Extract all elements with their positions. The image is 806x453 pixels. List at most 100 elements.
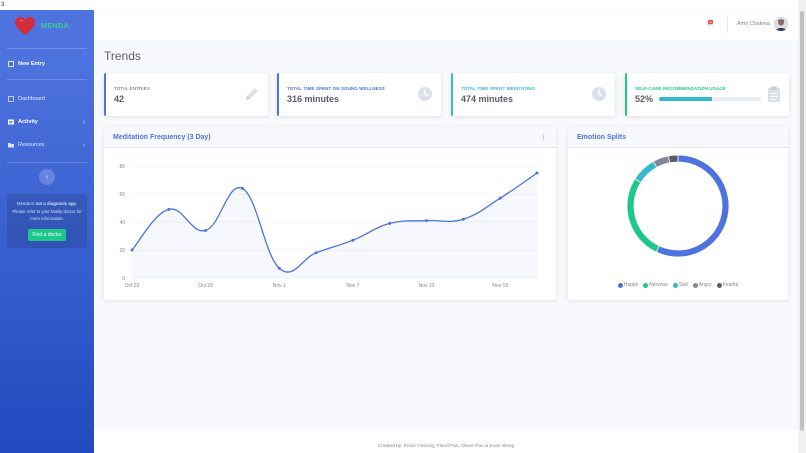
y-tick-label: 40	[119, 220, 125, 226]
stat-card-total-entries: Total Entries 42	[104, 73, 268, 116]
data-point[interactable]	[277, 266, 281, 270]
sidebar-item-label: Resources	[18, 142, 45, 148]
chevron-right-icon: ›	[82, 141, 85, 149]
legend-swatch	[716, 282, 722, 288]
legend-item-fearful[interactable]: Fearful	[716, 282, 739, 288]
data-point[interactable]	[498, 196, 502, 200]
new-entry-link[interactable]: New Entry	[0, 53, 94, 75]
stat-card-accent	[104, 73, 106, 116]
panel-title: Emotion Splits	[577, 133, 626, 141]
stat-label: Self-Care Recommendation Usage	[635, 86, 726, 91]
legend-label: Fearful	[722, 282, 739, 288]
meditation-line-chart: 0 20 40 60 80 Oct 20 Oct 26 Nov 1 Nov 7 Nov 13 Nov…	[119, 164, 539, 289]
legend-item-sad[interactable]: Sad	[672, 282, 688, 288]
user-name[interactable]: Amit Chakma	[737, 21, 771, 27]
sidebar-toggle-button[interactable]: ‹	[39, 169, 55, 185]
notice-text-part: Menda is	[16, 201, 36, 206]
y-tick-label: 80	[119, 164, 125, 170]
clock-icon	[418, 87, 432, 101]
data-point[interactable]	[167, 207, 171, 211]
legend-label: Sad	[678, 282, 688, 288]
emotion-doughnut-chart	[626, 154, 730, 258]
new-entry-label: New Entry	[18, 61, 45, 67]
x-tick-label: Oct 26	[198, 283, 213, 289]
pencil-icon	[246, 88, 258, 100]
x-tick-label: Nov 19	[492, 283, 508, 289]
page-title: Trends	[104, 49, 141, 63]
slice-nervous[interactable]	[626, 178, 660, 253]
legend-swatch	[643, 282, 649, 288]
stat-label: Total Time Spent on Sound Wellness	[287, 86, 385, 91]
panel-header: Meditation Frequency (3 Day) ⋮	[104, 127, 556, 148]
chevron-right-icon: ›	[82, 118, 85, 126]
sidebar-item-activity[interactable]: Activity ›	[0, 111, 94, 133]
data-point[interactable]	[425, 219, 429, 223]
x-tick-label: Nov 13	[419, 283, 435, 289]
clock-icon	[592, 87, 606, 101]
legend-swatch	[692, 282, 698, 288]
data-point[interactable]	[240, 186, 244, 190]
data-point[interactable]	[204, 228, 208, 232]
sidebar-divider	[7, 79, 87, 80]
x-tick-label: Nov 1	[273, 283, 286, 289]
top-corner-text: 3	[0, 0, 806, 10]
slice-happy[interactable]	[655, 154, 730, 258]
legend-item-happy[interactable]: Happy	[617, 282, 638, 288]
stat-value: 316 minutes	[287, 94, 340, 104]
stat-card-self-care: Self-Care Recommendation Usage 52%	[625, 73, 789, 116]
data-point[interactable]	[351, 238, 355, 242]
x-tick-label: Oct 20	[125, 283, 140, 289]
legend-item-angry[interactable]: Angry	[692, 282, 712, 288]
data-point[interactable]	[314, 251, 318, 255]
sidebar-item-resources[interactable]: Resources ›	[0, 134, 94, 156]
sidebar-notice-card: Menda is not a diagnosis app. Please ref…	[7, 194, 87, 248]
legend-label: Nervous	[649, 282, 668, 288]
legend-item-nervous[interactable]: Nervous	[643, 282, 668, 288]
sidebar-item-dashboard[interactable]: Dashboard	[0, 88, 94, 110]
y-tick-label: 20	[119, 248, 125, 254]
slice-fearful[interactable]	[667, 154, 679, 164]
sidebar-divider	[7, 162, 87, 163]
y-tick-label: 60	[119, 192, 125, 198]
sidebar: MENDA New Entry Dashboard Activity › Res…	[0, 10, 94, 453]
notice-text-bold: not a diagnosis app	[35, 201, 76, 206]
panel-title: Meditation Frequency (3 Day)	[113, 133, 211, 141]
sidebar-item-label: Dashboard	[18, 96, 45, 102]
stat-card-accent	[625, 73, 627, 116]
brand-name: MENDA	[41, 22, 70, 30]
stat-card-sound-wellness: Total Time Spent on Sound Wellness 316 m…	[277, 73, 441, 116]
alert-count-badge: 3+	[708, 20, 714, 24]
emotion-splits-panel: Emotion Splits Happy Nervous Sad Angry Fearf…	[568, 127, 788, 300]
avatar[interactable]	[774, 17, 788, 31]
data-point[interactable]	[461, 217, 465, 221]
page-scrollbar[interactable]	[798, 0, 806, 453]
folder-icon	[8, 143, 14, 148]
brand[interactable]: MENDA	[0, 10, 94, 42]
line-area-fill	[132, 173, 537, 278]
notice-text: Menda is not a diagnosis app. Please ref…	[12, 200, 82, 223]
sidebar-item-label: Activity	[18, 119, 38, 125]
find-doctor-button[interactable]: Find a doctor	[28, 228, 66, 241]
main-content: Trends Total Entries 42 Total Time Spent…	[94, 40, 798, 430]
slice-sad[interactable]	[634, 160, 658, 183]
data-point[interactable]	[388, 221, 392, 225]
panel-header: Emotion Splits	[568, 127, 788, 148]
legend-swatch	[617, 282, 623, 288]
data-point[interactable]	[130, 248, 134, 252]
scrollbar-thumb[interactable]	[800, 11, 804, 431]
avatar-image	[774, 17, 788, 31]
more-options-icon[interactable]: ⋮	[540, 134, 547, 141]
stat-value: 474 minutes	[461, 94, 514, 104]
self-care-progress-bar	[659, 97, 761, 101]
data-point[interactable]	[535, 171, 539, 175]
slice-angry[interactable]	[652, 155, 671, 168]
stat-card-meditating: Total Time Spent Meditating 474 minutes	[451, 73, 615, 116]
stat-label: Total Time Spent Meditating	[461, 86, 536, 91]
stat-card-accent	[451, 73, 453, 116]
stat-value: 42	[114, 94, 125, 104]
topbar: 3+ Amit Chakma	[94, 10, 798, 40]
legend-swatch	[672, 282, 678, 288]
heart-logo-icon	[15, 17, 35, 35]
legend-label: Angry	[698, 282, 712, 288]
emotion-legend: Happy Nervous Sad Angry Fearful	[568, 282, 788, 288]
